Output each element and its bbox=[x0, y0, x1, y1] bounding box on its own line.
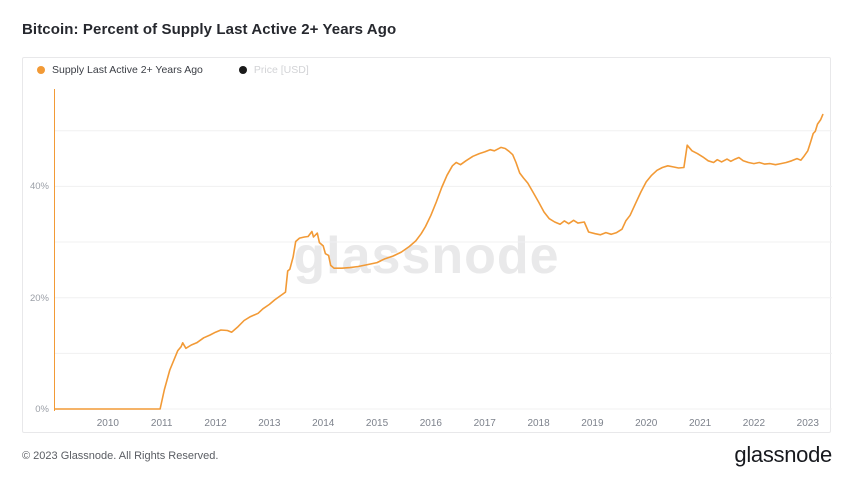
legend-dot-supply-icon bbox=[37, 66, 45, 74]
legend-label-supply: Supply Last Active 2+ Years Ago bbox=[52, 64, 203, 76]
legend-item-price[interactable]: Price [USD] bbox=[238, 64, 309, 76]
legend-label-price: Price [USD] bbox=[253, 64, 309, 76]
x-axis-label: 2019 bbox=[581, 418, 604, 429]
copyright-text: © 2023 Glassnode. All Rights Reserved. bbox=[22, 450, 219, 462]
x-axis-label: 2013 bbox=[258, 418, 281, 429]
x-axis-label: 2017 bbox=[473, 418, 496, 429]
y-axis-label: 40% bbox=[29, 181, 49, 193]
chart-legend: Supply Last Active 2+ Years Ago Price [U… bbox=[37, 64, 309, 76]
chart-card: Supply Last Active 2+ Years Ago Price [U… bbox=[22, 57, 832, 433]
x-axis-label: 2021 bbox=[688, 418, 712, 429]
x-axis-label: 2023 bbox=[796, 418, 819, 429]
x-axis-label: 2022 bbox=[742, 418, 766, 429]
supply-series-line bbox=[54, 113, 824, 410]
x-axis-label: 2020 bbox=[635, 418, 658, 429]
x-axis-label: 2016 bbox=[419, 418, 442, 429]
legend-item-supply[interactable]: Supply Last Active 2+ Years Ago bbox=[37, 64, 203, 76]
chart-plot[interactable] bbox=[54, 89, 832, 413]
page-title: Bitcoin: Percent of Supply Last Active 2… bbox=[22, 21, 397, 38]
x-axis-label: 2012 bbox=[204, 418, 227, 429]
gridlines bbox=[54, 130, 832, 410]
x-axis-label: 2015 bbox=[365, 418, 389, 429]
x-axis-label: 2014 bbox=[312, 418, 335, 429]
legend-dot-price-icon bbox=[238, 66, 247, 74]
y-axis-label: 20% bbox=[29, 292, 49, 304]
x-axis-label: 2011 bbox=[150, 418, 173, 429]
x-axis-label: 2010 bbox=[96, 418, 119, 429]
glassnode-logo: glassnode bbox=[734, 442, 832, 467]
x-axis-label: 2018 bbox=[527, 418, 550, 429]
y-axis-label: 0% bbox=[35, 404, 49, 415]
